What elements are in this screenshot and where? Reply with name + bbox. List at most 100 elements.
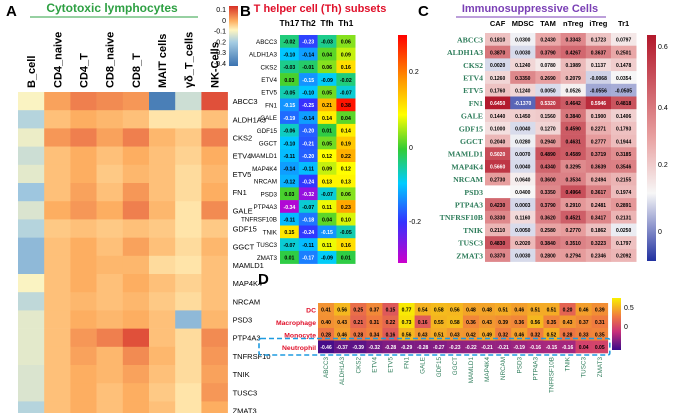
panel-c-cell [510,58,536,72]
panel-c-cell-value: 0.3417 [591,215,607,221]
panel-a-cell [44,274,71,293]
panel-b-cell-value: 0.04 [341,116,351,122]
panel-b-row-label: FN1 [265,102,277,109]
panel-c-cell-value: 0.3510 [566,241,582,247]
panel-c-cell-value: 0.1944 [616,139,632,145]
panel-a-cell [175,219,202,238]
panel-a-cell [18,219,45,238]
panel-d-cell [479,303,496,316]
panel-a-cell [201,201,228,220]
panel-b-cell [317,174,337,188]
panel-b-cell-value: 0.04 [322,52,332,58]
panel-a-cell [175,274,202,293]
panel-c-cell [510,96,536,110]
panel-a-cell [175,401,202,413]
panel-d-row-label: Macrophage [276,320,316,327]
panel-c-cell-value: 0.4521 [566,215,582,221]
panel-c-cell-value: 0.0780 [540,63,556,69]
panel-c-cell [485,248,511,262]
panel-c-cell [560,223,587,237]
panel-d-cell [559,303,576,316]
panel-c-cell-value: 0.4642 [566,101,582,107]
panel-d-column-label: ABCC3 [323,357,330,378]
panel-b-cell [317,250,337,264]
panel-a-cell [96,383,124,402]
panel-d-cell-value: 0.43 [563,320,573,326]
panel-b-cell-value: 0.06 [322,65,332,71]
panel-c-cell [510,109,536,123]
panel-b-cell [280,35,300,48]
panel-b-row-label: TNFRSF10B [241,217,277,224]
panel-d-cell-value: 0.39 [595,308,605,314]
panel-c-cell [485,96,511,110]
panel-d-cell [414,303,431,316]
panel-a-cell [201,255,228,275]
panel-d-cell-value: 0.42 [466,333,476,339]
panel-d-cell [430,340,448,354]
panel-c-cell-value: 0.3343 [566,38,582,44]
panel-c-cell [560,121,587,135]
panel-c-cell-value: 0.1260 [490,76,506,82]
panel-a-cell [122,365,150,384]
panel-c-cell-value: 0.2079 [566,76,582,82]
panel-c-cell-value: 0.0280 [515,139,531,145]
panel-d-cell-value: 0.41 [321,308,331,314]
panel-d-cell-value: 0.56 [402,333,412,339]
panel-d-cell [479,315,496,329]
panel-b-cell [298,238,318,252]
panel-a-cell [18,274,45,293]
panel-d-cell [318,303,335,316]
panel-d-cell [527,340,544,354]
panel-a-cell [44,383,71,402]
panel-d-cell-value: 0.36 [514,320,524,326]
panel-a-cell [44,346,71,366]
panel-c-cell-value: -0.0505 [615,88,632,94]
panel-b-cell-value: 0.03 [284,78,294,84]
panel-b-cell-value: -0.02 [340,78,352,84]
panel-a-cell [96,310,124,329]
panel-c-cell [611,147,637,161]
panel-label-a: A [6,3,17,20]
panel-d-cell-value: -0.15 [546,345,558,351]
panel-a-row-label: CKS2 [233,134,253,143]
panel-c-cell-value: 0.0250 [616,228,632,234]
panel-c-cell-value: 0.2110 [490,228,505,234]
panel-c-cell [560,96,587,110]
panel-b-cell-value: -0.01 [302,65,314,71]
panel-b-cell [317,162,337,175]
panel-d-cell-value: 0.31 [595,320,605,326]
panel-b-cell [317,111,337,125]
panel-c-cell [510,121,536,135]
panel-c-cell [585,96,612,110]
panel-b-cell [336,149,356,163]
panel-c-cell [535,147,561,161]
panel-c-cell-value: 0.1900 [591,114,607,120]
panel-a-cell [122,164,150,184]
panel-b-cell-value: 0.13 [322,179,332,185]
panel-b: T helper cell (Th) subsets Th17 Th2 Tfh Th1 A… [241,3,421,264]
panel-a-cell [70,401,97,413]
panel-a-cell [96,146,124,166]
panel-c-cell-value: 0.2777 [591,139,607,145]
panel-a-cell [96,365,124,384]
panel-a-title: Cytotoxic lymphocytes [46,1,178,15]
panel-c-cell-value: 0.0640 [515,177,531,183]
panel-c-cell-value: 0.2346 [591,254,607,260]
panel-b-cell [280,225,300,239]
panel-a-cell [175,237,202,257]
panel-b-cell-value: 0.16 [341,65,351,71]
panel-b-cell [280,174,300,188]
panel-a-column-label: MAIT cells [157,34,169,88]
panel-c-cell-value: 0.4589 [566,152,582,158]
panel-a-cell [96,292,124,311]
panel-c-cell-value: 0.1160 [515,215,530,221]
panel-c-cell-value: 0.0526 [566,88,582,94]
panel-b-cell [317,123,337,137]
panel-c-cell [585,134,612,148]
panel-d-cell-value: 0.40 [321,320,331,326]
panel-c-cell [485,210,511,224]
panel-d-cell [398,303,415,316]
panel-a-colorbar-tick: 0 [222,18,226,25]
panel-b-cell-value: 0.14 [341,129,351,135]
panel-c-cell-value: 0.0354 [616,76,632,82]
